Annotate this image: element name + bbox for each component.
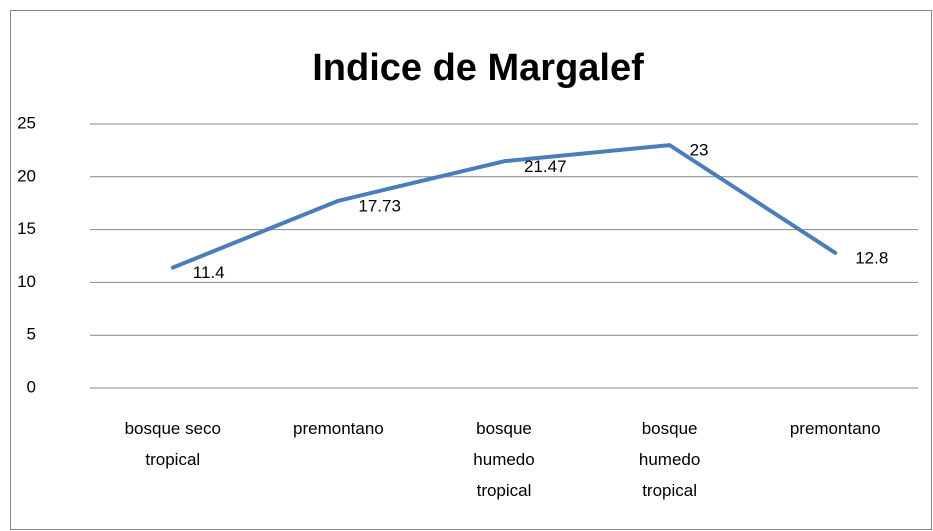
y-tick-label: 10 bbox=[17, 272, 36, 291]
y-tick-label: 5 bbox=[27, 325, 36, 344]
x-tick-label: bosque humedo tropical bbox=[473, 419, 534, 500]
line bbox=[170, 143, 838, 270]
y-tick-label: 20 bbox=[17, 166, 36, 185]
data-label: 21.47 bbox=[524, 157, 567, 176]
x-tick-label: bosque humedo tropical bbox=[639, 419, 700, 500]
data-label: 11.4 bbox=[193, 263, 225, 282]
y-tick-label: 25 bbox=[17, 113, 36, 132]
chart-border bbox=[10, 10, 932, 530]
chart-title: Indice de Margalef bbox=[312, 47, 644, 89]
y-tick-label: 15 bbox=[17, 219, 36, 238]
x-tick-label: premontano bbox=[790, 419, 881, 438]
data-label: 12.8 bbox=[855, 248, 888, 267]
x-tick-label: premontano bbox=[293, 419, 384, 438]
data-label: 23 bbox=[690, 141, 709, 160]
data-label: 17.73 bbox=[358, 196, 401, 215]
y-tick-label: 0 bbox=[27, 377, 36, 396]
x-tick-label: bosque seco tropical bbox=[125, 419, 221, 469]
